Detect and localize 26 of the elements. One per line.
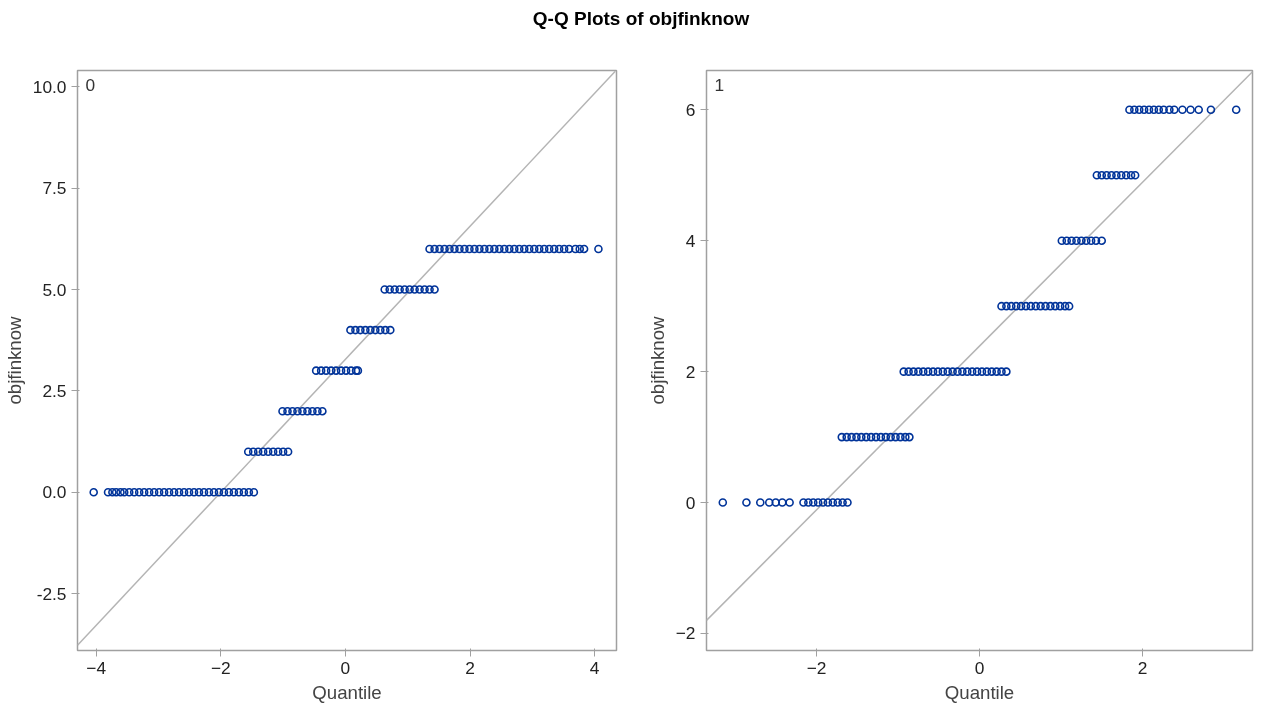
- x-axis-title: Quantile: [312, 681, 382, 703]
- y-tick-label: 0: [685, 492, 696, 513]
- x-tick-label: 2: [465, 657, 475, 678]
- y-tick-label: 7.5: [42, 178, 67, 199]
- x-tick-label: −2: [806, 657, 827, 678]
- x-tick-label: 0: [974, 657, 985, 678]
- y-tick-label: 2: [685, 361, 696, 382]
- y-tick-label: -2.5: [36, 583, 67, 604]
- chart-title: Q-Q Plots of objfinknow: [531, 7, 751, 31]
- y-tick-label: 5.0: [42, 279, 67, 300]
- annotation: 0: [85, 74, 96, 95]
- x-tick-label: 4: [589, 657, 600, 678]
- y-axis-title: objfinknow: [646, 315, 668, 405]
- annotation: 1: [714, 74, 725, 95]
- x-axis-title: Quantile: [944, 681, 1015, 703]
- y-tick-label: 10.0: [32, 76, 67, 97]
- x-tick-label: −2: [210, 657, 231, 678]
- y-tick-label: 4: [685, 230, 696, 251]
- y-tick-label: 0.0: [42, 482, 67, 503]
- x-tick-label: 2: [1137, 657, 1148, 678]
- y-axis-title: objfinknow: [3, 315, 25, 405]
- x-tick-label: 0: [340, 657, 351, 678]
- y-tick-label: −2: [675, 623, 696, 644]
- y-tick-label: 2.5: [42, 380, 67, 401]
- x-tick-label: −4: [86, 657, 107, 678]
- y-tick-label: 6: [685, 99, 696, 120]
